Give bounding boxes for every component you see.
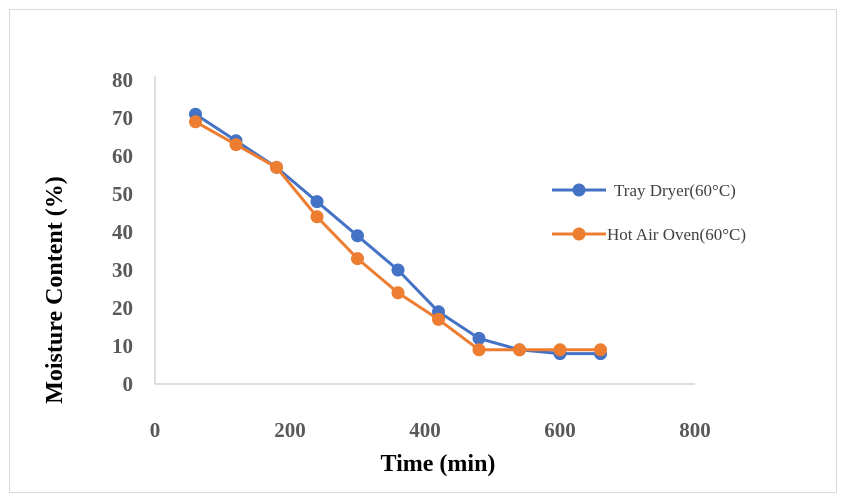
data-point	[229, 138, 243, 152]
y-tick-label: 40	[112, 220, 133, 244]
data-point	[472, 343, 486, 357]
legend-item: Tray Dryer(60°C)	[552, 181, 736, 200]
data-point	[391, 263, 405, 277]
data-point	[594, 343, 607, 357]
y-axis-ticks: 0 10 20 30 40 50 60 70 80	[112, 68, 133, 396]
chart-axes	[154, 76, 695, 385]
data-point	[351, 252, 364, 266]
series-1	[189, 107, 607, 361]
data-point	[351, 229, 364, 243]
series-line	[194, 120, 601, 352]
y-tick-label: 0	[123, 372, 134, 396]
chart-frame	[9, 9, 837, 493]
data-point	[432, 312, 445, 326]
series-layer	[189, 107, 607, 361]
data-point	[472, 331, 486, 345]
y-tick-label: 50	[112, 182, 133, 206]
legend-label: Hot Air Oven(60°C)	[607, 225, 746, 244]
series-2	[189, 115, 607, 357]
data-point	[513, 343, 526, 357]
x-tick-label: 200	[274, 418, 306, 442]
y-tick-label: 30	[112, 258, 133, 282]
legend-label: Tray Dryer(60°C)	[614, 181, 736, 200]
y-axis-title: Moisture Content (%)	[42, 176, 68, 404]
series-line	[194, 112, 601, 356]
legend-swatch-marker	[572, 183, 586, 197]
x-tick-label: 400	[409, 418, 441, 442]
chart-legend: Tray Dryer(60°C) Hot Air Oven(60°C)	[552, 181, 746, 244]
x-axis-ticks: 0 200 400 600 800	[150, 418, 711, 442]
legend-item: Hot Air Oven(60°C)	[552, 225, 746, 244]
y-tick-label: 70	[112, 106, 133, 130]
x-tick-label: 600	[544, 418, 576, 442]
x-tick-label: 0	[150, 418, 161, 442]
y-tick-label: 60	[112, 144, 133, 168]
data-point	[270, 160, 283, 174]
data-point	[189, 115, 202, 129]
data-point	[310, 195, 324, 209]
y-tick-label: 80	[112, 68, 133, 92]
data-point	[391, 286, 405, 300]
y-tick-label: 10	[112, 334, 133, 358]
y-tick-label: 20	[112, 296, 133, 320]
x-axis-title: Time (min)	[381, 451, 496, 477]
data-point	[553, 343, 567, 357]
data-point	[310, 210, 324, 224]
x-tick-label: 800	[679, 418, 711, 442]
legend-swatch-marker	[572, 227, 586, 241]
